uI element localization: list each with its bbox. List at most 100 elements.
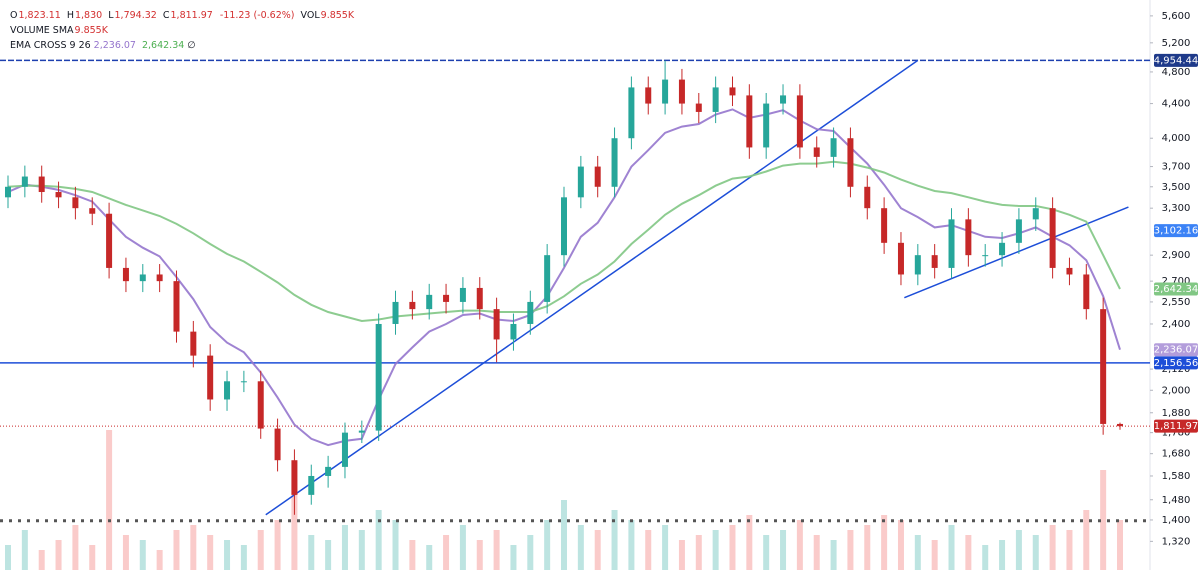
y-tick-label: 2,400 — [1162, 319, 1191, 330]
volume-bar — [561, 500, 567, 570]
volume-bar — [106, 430, 113, 570]
indicator-value: 2,236.07 — [93, 40, 136, 51]
candle-body — [914, 255, 921, 275]
candle-body — [813, 147, 820, 157]
price-label-bg — [1154, 343, 1198, 357]
candle-body — [493, 309, 500, 340]
candle-body — [864, 186, 871, 209]
ema-line — [7, 160, 1121, 323]
ohlc-row: O1,823.11 H1,830 L1,794.32 C1,811.97 -11… — [10, 8, 357, 23]
candle-body — [1049, 208, 1056, 268]
volume-bar — [375, 510, 382, 570]
candle-body — [830, 138, 837, 157]
candle-body — [796, 95, 803, 148]
volume-bar — [830, 540, 837, 570]
ema-row[interactable]: EMA CROSS 9 26 2,236.07 2,642.34 ∅ — [10, 38, 357, 53]
volume-bar — [21, 530, 28, 570]
candle-body — [965, 219, 972, 256]
volume-bar — [999, 540, 1006, 570]
volume-bar — [746, 515, 753, 570]
price-label: 2,156.56 — [1154, 358, 1199, 369]
price-label-bg — [1154, 282, 1198, 296]
y-tick-label: 4,800 — [1162, 67, 1191, 78]
candle-body — [1066, 267, 1073, 275]
volume-bar — [931, 540, 938, 570]
volume-bar — [1100, 470, 1107, 570]
volume-bar — [476, 540, 483, 570]
candle-body — [897, 242, 904, 275]
y-tick-label: 1,780 — [1162, 428, 1191, 439]
candle-body — [544, 255, 551, 302]
candle-body — [139, 274, 146, 282]
volume-bar — [257, 530, 264, 570]
volume-bar — [510, 545, 517, 570]
volume-bar — [443, 535, 450, 570]
candle-body — [628, 87, 635, 139]
volume-bar — [813, 535, 820, 570]
candle-body — [1083, 274, 1090, 310]
volume-sma-row[interactable]: VOLUME SMA9.855K — [10, 23, 357, 38]
candle-body — [426, 294, 433, 310]
volume-bar — [240, 545, 247, 570]
candle-body — [106, 213, 113, 268]
candle-body — [392, 301, 399, 324]
volume-bar — [780, 530, 787, 570]
change: -11.23 (-0.62%) — [219, 10, 295, 21]
price-label-bg — [1154, 53, 1198, 67]
ohlc-key: L — [108, 10, 114, 21]
vol-key: VOL — [300, 10, 320, 21]
candle-body — [561, 197, 567, 256]
candle-body — [695, 103, 702, 112]
indicator-name: EMA CROSS 9 26 — [10, 40, 91, 51]
candle-body — [122, 267, 129, 282]
volume-bar — [308, 535, 315, 570]
volume-bar — [965, 535, 972, 570]
price-label: 1,811.97 — [1154, 421, 1199, 432]
y-tick-label: 1,680 — [1162, 449, 1191, 460]
y-tick-label: 2,120 — [1162, 364, 1191, 375]
price-label-bg — [1154, 356, 1198, 370]
y-tick-label: 1,580 — [1162, 471, 1191, 482]
candle-body — [948, 219, 955, 268]
volume-bar — [459, 525, 466, 570]
candle-body — [459, 287, 466, 302]
candle-body — [476, 287, 483, 310]
candle-body — [678, 79, 685, 104]
candle-body — [881, 208, 888, 243]
volume-bar — [796, 520, 803, 570]
volume-bar — [645, 530, 652, 570]
volume-bar — [1117, 520, 1123, 570]
y-tick-label: 3,700 — [1162, 162, 1191, 173]
volume-bar — [409, 540, 416, 570]
candle-body — [325, 466, 332, 476]
volume-bar — [712, 530, 719, 570]
volume-bar — [493, 530, 500, 570]
ohlc-value: 1,794.32 — [114, 10, 157, 21]
price-label: 4,954.44 — [1154, 55, 1199, 66]
volume-bar — [594, 530, 601, 570]
candle-body — [763, 103, 770, 148]
volume-bar — [948, 525, 955, 570]
volume-bar — [426, 545, 433, 570]
candle-body — [729, 87, 736, 96]
price-label: 2,642.34 — [1154, 284, 1199, 295]
indicator-value: 9.855K — [74, 25, 108, 36]
volume-bar — [291, 480, 298, 570]
indicator-name: VOLUME SMA — [10, 25, 74, 36]
volume-bar — [224, 540, 231, 570]
candle-body — [240, 381, 247, 383]
candle-body — [308, 475, 315, 495]
candle-body — [358, 430, 365, 433]
volume-bar — [914, 535, 921, 570]
price-label-bg — [1154, 419, 1198, 433]
candle-body — [72, 197, 79, 209]
candle-body — [611, 138, 618, 187]
volume-bar — [358, 530, 365, 570]
candle-body — [594, 166, 601, 187]
candle-body — [341, 432, 348, 467]
candle-body — [662, 79, 669, 104]
price-label: 2,236.07 — [1154, 345, 1199, 356]
volume-bar — [341, 525, 348, 570]
y-tick-label: 2,900 — [1162, 250, 1191, 261]
